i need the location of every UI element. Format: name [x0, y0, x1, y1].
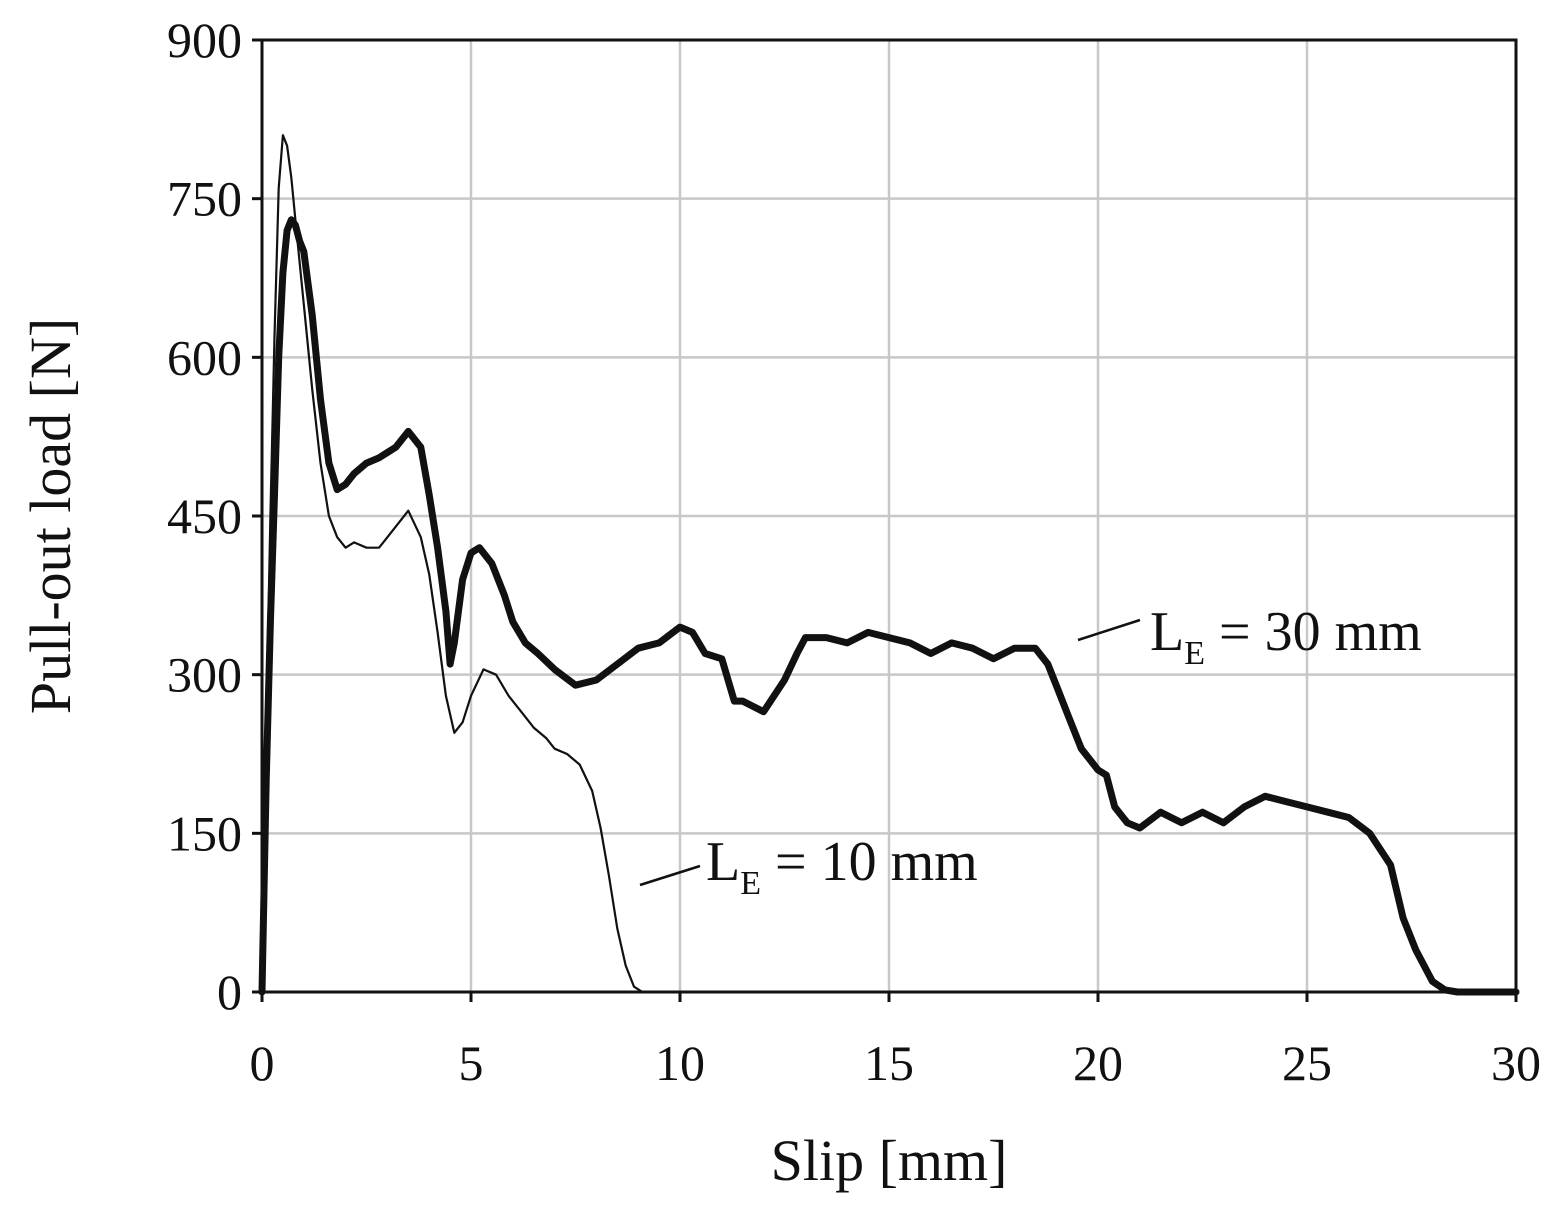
x-tick-label: 15 — [864, 1035, 914, 1091]
annotation-leader-line — [639, 864, 701, 887]
series-label-rest: = 30 mm — [1205, 601, 1422, 663]
y-tick-label: 900 — [167, 12, 242, 68]
series-label-subscript: E — [740, 865, 761, 902]
y-tick-label: 750 — [167, 171, 242, 227]
y-axis-title: Pull-out load [N] — [18, 318, 83, 714]
x-axis-title: Slip [mm] — [771, 1128, 1008, 1193]
y-tick-label: 150 — [167, 805, 242, 861]
x-tick-label: 10 — [655, 1035, 705, 1091]
x-tick-label: 5 — [459, 1035, 484, 1091]
annotation-leader-line — [1077, 618, 1141, 642]
series-label-rest: = 10 mm — [761, 831, 978, 893]
x-tick-label: 0 — [250, 1035, 275, 1091]
y-tick-label: 300 — [167, 647, 242, 703]
series-label: LE = 10 mm — [706, 831, 978, 902]
x-tick-label: 25 — [1282, 1035, 1332, 1091]
series-line-2 — [260, 134, 644, 994]
series-label-main: L — [706, 831, 740, 893]
series-label-subscript: E — [1184, 635, 1205, 672]
series-line-1 — [258, 216, 1520, 996]
x-tick-label: 20 — [1073, 1035, 1123, 1091]
y-axis-ticks: 0 150 300 450 600 750 900 — [167, 12, 262, 1020]
series-label-main: L — [1150, 601, 1184, 663]
x-tick-label: 30 — [1491, 1035, 1541, 1091]
grid-lines — [262, 40, 1516, 992]
y-tick-label: 450 — [167, 488, 242, 544]
y-tick-label: 0 — [217, 964, 242, 1020]
series-layer — [258, 134, 1520, 996]
y-tick-label: 600 — [167, 329, 242, 385]
x-axis-ticks: 0 5 10 15 20 25 30 — [250, 992, 1541, 1091]
series-label: LE = 30 mm — [1150, 601, 1422, 672]
